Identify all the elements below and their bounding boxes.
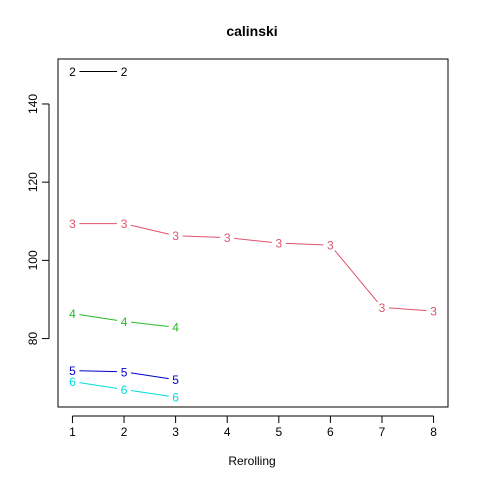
series-line <box>79 314 118 321</box>
series: 3 3 3 3 3 3 3 3 <box>69 217 437 319</box>
point-label: 3 <box>430 305 437 319</box>
series: 5 5 5 <box>69 364 179 387</box>
point-label: 4 <box>172 321 179 335</box>
point-label: 6 <box>69 375 76 389</box>
point-label: 3 <box>172 229 179 243</box>
point-label: 6 <box>172 391 179 405</box>
series-line <box>130 372 169 380</box>
y-tick-label: 80 <box>26 332 40 346</box>
point-label: 5 <box>121 365 128 379</box>
x-axis: 1 2 3 4 5 6 7 8 <box>69 415 437 439</box>
chart-title: calinski <box>226 23 277 39</box>
series-line <box>130 224 169 235</box>
series-line <box>388 307 427 312</box>
point-label: 3 <box>121 217 128 231</box>
series-line <box>79 382 118 389</box>
series-line <box>79 370 118 373</box>
x-tick-label: 4 <box>224 425 231 439</box>
series-line <box>285 242 324 246</box>
point-label: 3 <box>224 231 231 245</box>
point-label: 3 <box>69 217 76 231</box>
x-tick-label: 6 <box>327 425 334 439</box>
point-label: 4 <box>121 315 128 329</box>
point-label: 2 <box>69 65 76 79</box>
point-label: 3 <box>327 239 334 253</box>
point-label: 5 <box>172 373 179 387</box>
series: 6 6 6 <box>69 375 179 405</box>
point-label: 5 <box>69 364 76 378</box>
series-line <box>130 321 169 327</box>
series-line <box>334 250 378 303</box>
point-label: 4 <box>69 307 76 321</box>
y-tick-label: 100 <box>26 250 40 270</box>
y-tick-label: 120 <box>26 172 40 192</box>
x-tick-label: 2 <box>121 425 128 439</box>
y-tick-label: 140 <box>26 94 40 114</box>
series-line <box>234 237 272 243</box>
point-label: 3 <box>275 237 282 251</box>
plot-frame <box>57 58 449 408</box>
point-label: 2 <box>121 65 128 79</box>
point-label: 6 <box>121 383 128 397</box>
y-axis: 80 100 120 140 <box>26 94 50 346</box>
series-line <box>130 389 169 397</box>
x-tick-label: 8 <box>430 425 437 439</box>
x-tick-label: 5 <box>275 425 282 439</box>
series: 4 4 4 <box>69 307 179 335</box>
x-tick-label: 7 <box>379 425 386 439</box>
x-axis-label: Rerolling <box>228 454 275 468</box>
series-line <box>182 235 221 238</box>
x-tick-label: 3 <box>172 425 179 439</box>
x-tick-label: 1 <box>69 425 76 439</box>
point-label: 3 <box>379 301 386 315</box>
